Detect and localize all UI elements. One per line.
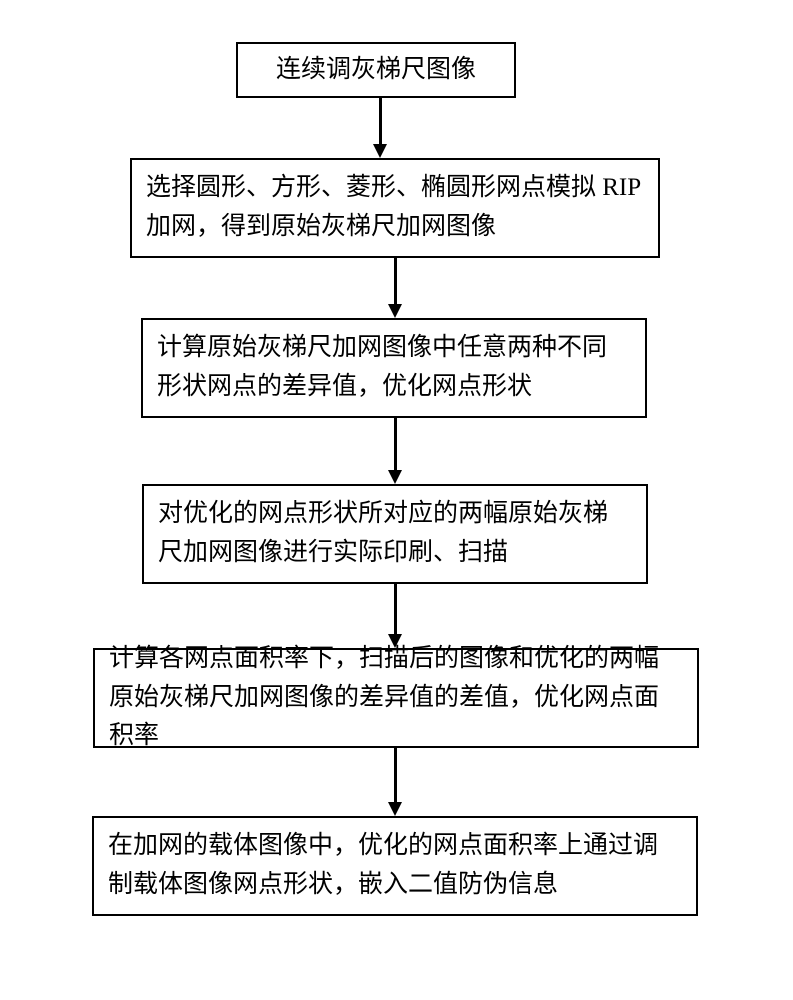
flowchart-node-text-n1: 连续调灰梯尺图像 [276, 51, 476, 90]
flowchart-arrow-head-2 [388, 470, 402, 484]
flowchart-node-text-n4: 对优化的网点形状所对应的两幅原始灰梯尺加网图像进行实际印刷、扫描 [158, 495, 632, 573]
flowchart-node-text-n2: 选择圆形、方形、菱形、椭圆形网点模拟 RIP 加网，得到原始灰梯尺加网图像 [146, 169, 644, 247]
flowchart-arrow-line-1 [394, 258, 397, 304]
flowchart-arrow-head-4 [388, 802, 402, 816]
flowchart-arrow-head-0 [373, 144, 387, 158]
flowchart-arrow-head-3 [388, 634, 402, 648]
flowchart-arrow-head-1 [388, 304, 402, 318]
flowchart-arrow-line-3 [394, 584, 397, 634]
flowchart-node-n2: 选择圆形、方形、菱形、椭圆形网点模拟 RIP 加网，得到原始灰梯尺加网图像 [130, 158, 660, 258]
flowchart-node-n4: 对优化的网点形状所对应的两幅原始灰梯尺加网图像进行实际印刷、扫描 [142, 484, 648, 584]
flowchart-node-n1: 连续调灰梯尺图像 [236, 42, 516, 98]
flowchart-node-n6: 在加网的载体图像中，优化的网点面积率上通过调制载体图像网点形状，嵌入二值防伪信息 [92, 816, 698, 916]
flowchart-node-n3: 计算原始灰梯尺加网图像中任意两种不同形状网点的差异值，优化网点形状 [141, 318, 647, 418]
flowchart-node-text-n3: 计算原始灰梯尺加网图像中任意两种不同形状网点的差异值，优化网点形状 [157, 329, 631, 407]
flowchart-node-text-n5: 计算各网点面积率下，扫描后的图像和优化的两幅原始灰梯尺加网图像的差异值的差值，优… [109, 640, 683, 756]
flowchart-arrow-line-0 [379, 98, 382, 144]
flowchart-node-text-n6: 在加网的载体图像中，优化的网点面积率上通过调制载体图像网点形状，嵌入二值防伪信息 [108, 827, 682, 905]
flowchart-arrow-line-2 [394, 418, 397, 470]
flowchart-arrow-line-4 [394, 748, 397, 802]
flowchart-node-n5: 计算各网点面积率下，扫描后的图像和优化的两幅原始灰梯尺加网图像的差异值的差值，优… [93, 648, 699, 748]
